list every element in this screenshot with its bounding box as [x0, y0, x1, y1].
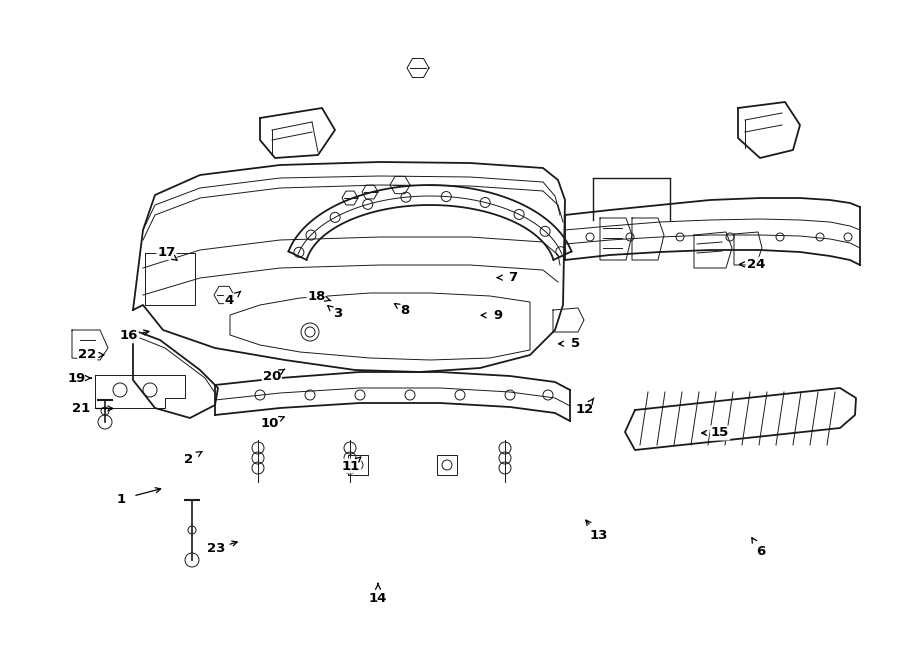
Text: 8: 8 — [400, 304, 410, 317]
Text: 3: 3 — [333, 307, 342, 321]
Text: 15: 15 — [711, 426, 729, 440]
Text: 5: 5 — [572, 337, 580, 350]
Text: 1: 1 — [117, 492, 126, 506]
Text: 6: 6 — [756, 545, 765, 559]
Text: 23: 23 — [207, 542, 225, 555]
Text: 7: 7 — [508, 271, 518, 284]
Text: 17: 17 — [158, 246, 176, 259]
Text: 24: 24 — [747, 258, 765, 271]
Text: 9: 9 — [493, 309, 502, 322]
Text: 11: 11 — [342, 459, 360, 473]
Text: 10: 10 — [261, 416, 279, 430]
Text: 2: 2 — [184, 453, 194, 466]
Text: 21: 21 — [72, 402, 90, 415]
Text: 16: 16 — [120, 329, 138, 342]
Text: 4: 4 — [225, 294, 234, 307]
Text: 19: 19 — [68, 371, 86, 385]
Text: 18: 18 — [308, 290, 326, 303]
Text: 22: 22 — [78, 348, 96, 362]
Bar — [437, 455, 457, 475]
Bar — [348, 455, 368, 475]
Text: 13: 13 — [590, 529, 608, 542]
Text: 12: 12 — [576, 403, 594, 416]
Text: 14: 14 — [369, 592, 387, 605]
Text: 20: 20 — [263, 370, 281, 383]
